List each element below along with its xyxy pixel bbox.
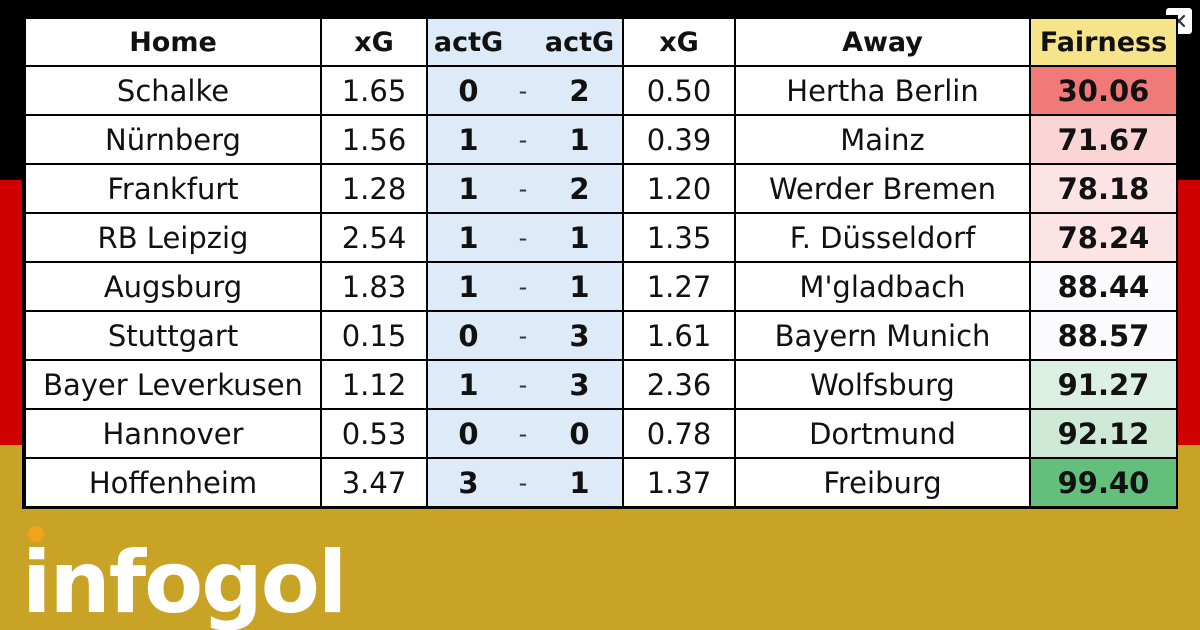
away-xg-cell: 1.27: [622, 261, 736, 312]
home-xg-cell: 1.56: [320, 114, 428, 165]
table-row: Bayer Leverkusen 1.12 1-3 2.36 Wolfsburg 91.2…: [24, 359, 1178, 410]
home-xg-cell: 0.15: [320, 310, 428, 361]
table-row: Hannover 0.53 0-0 0.78 Dortmund 92.12: [24, 408, 1178, 459]
home-team-cell: Frankfurt: [24, 163, 322, 214]
header-fairness: Fairness: [1029, 17, 1178, 67]
header-home: Home: [24, 17, 322, 67]
header-actg-away: actG: [537, 17, 624, 67]
away-team-cell: Freiburg: [734, 457, 1031, 508]
header-actg-home: actG: [426, 17, 509, 67]
table-row: Hoffenheim 3.47 3-1 1.37 Freiburg 99.40: [24, 457, 1178, 508]
score-dash: -: [509, 212, 537, 263]
away-goals-cell: 1: [537, 114, 624, 165]
home-goals-cell: 0: [426, 65, 509, 116]
away-xg-cell: 0.50: [622, 65, 736, 116]
away-goals-cell: 1: [537, 212, 624, 263]
fairness-cell: 99.40: [1029, 457, 1178, 508]
away-goals-cell: 2: [537, 163, 624, 214]
away-goals-cell: 1: [537, 457, 624, 508]
home-goals-cell: 1: [426, 114, 509, 165]
home-goals-cell: 0: [426, 408, 509, 459]
fairness-cell: 88.44: [1029, 261, 1178, 312]
home-goals-cell: 3: [426, 457, 509, 508]
fairness-cell: 88.57: [1029, 310, 1178, 361]
home-team-cell: Schalke: [24, 65, 322, 116]
score-dash: -: [509, 65, 537, 116]
header-row: Home xG actG actG xG Away Fairness: [24, 17, 1178, 67]
xg-table: Home xG actG actG xG Away Fairness Schal…: [22, 15, 1178, 509]
table-row: Frankfurt 1.28 1-2 1.20 Werder Bremen 78.18: [24, 163, 1178, 214]
score-dash: -: [509, 310, 537, 361]
score-dash: -: [509, 163, 537, 214]
home-team-cell: Augsburg: [24, 261, 322, 312]
home-xg-cell: 1.65: [320, 65, 428, 116]
logo-ball-icon: [28, 526, 44, 542]
header-actg-gap: [509, 17, 537, 67]
away-xg-cell: 0.39: [622, 114, 736, 165]
home-team-cell: Hoffenheim: [24, 457, 322, 508]
home-team-cell: Hannover: [24, 408, 322, 459]
table-row: Schalke 1.65 0-2 0.50 Hertha Berlin 30.06: [24, 65, 1178, 116]
away-xg-cell: 1.37: [622, 457, 736, 508]
away-xg-cell: 1.35: [622, 212, 736, 263]
away-team-cell: Dortmund: [734, 408, 1031, 459]
home-goals-cell: 1: [426, 212, 509, 263]
home-xg-cell: 1.12: [320, 359, 428, 410]
away-goals-cell: 0: [537, 408, 624, 459]
home-goals-cell: 1: [426, 163, 509, 214]
away-xg-cell: 1.61: [622, 310, 736, 361]
away-team-cell: F. Düsseldorf: [734, 212, 1031, 263]
score-dash: -: [509, 261, 537, 312]
table-row: RB Leipzig 2.54 1-1 1.35 F. Düsseldorf 78.24: [24, 212, 1178, 263]
header-xg-away: xG: [622, 17, 736, 67]
home-team-cell: Stuttgart: [24, 310, 322, 361]
logo-text: infogol: [22, 533, 345, 630]
score-dash: -: [509, 114, 537, 165]
home-team-cell: RB Leipzig: [24, 212, 322, 263]
fairness-cell: 71.67: [1029, 114, 1178, 165]
table-row: Augsburg 1.83 1-1 1.27 M'gladbach 88.44: [24, 261, 1178, 312]
away-goals-cell: 3: [537, 310, 624, 361]
home-xg-cell: 0.53: [320, 408, 428, 459]
fairness-cell: 78.18: [1029, 163, 1178, 214]
away-team-cell: Mainz: [734, 114, 1031, 165]
away-team-cell: Bayern Munich: [734, 310, 1031, 361]
home-xg-cell: 3.47: [320, 457, 428, 508]
away-goals-cell: 2: [537, 65, 624, 116]
home-team-cell: Bayer Leverkusen: [24, 359, 322, 410]
fairness-cell: 92.12: [1029, 408, 1178, 459]
home-goals-cell: 1: [426, 359, 509, 410]
header-xg-home: xG: [320, 17, 428, 67]
header-away: Away: [734, 17, 1031, 67]
away-team-cell: Werder Bremen: [734, 163, 1031, 214]
home-xg-cell: 1.83: [320, 261, 428, 312]
score-dash: -: [509, 457, 537, 508]
away-xg-cell: 1.20: [622, 163, 736, 214]
away-team-cell: Hertha Berlin: [734, 65, 1031, 116]
away-xg-cell: 2.36: [622, 359, 736, 410]
home-xg-cell: 2.54: [320, 212, 428, 263]
away-xg-cell: 0.78: [622, 408, 736, 459]
home-goals-cell: 0: [426, 310, 509, 361]
away-team-cell: Wolfsburg: [734, 359, 1031, 410]
score-dash: -: [509, 408, 537, 459]
fairness-cell: 78.24: [1029, 212, 1178, 263]
away-team-cell: M'gladbach: [734, 261, 1031, 312]
score-dash: -: [509, 359, 537, 410]
fairness-cell: 30.06: [1029, 65, 1178, 116]
home-goals-cell: 1: [426, 261, 509, 312]
away-goals-cell: 1: [537, 261, 624, 312]
table-row: Stuttgart 0.15 0-3 1.61 Bayern Munich 88.57: [24, 310, 1178, 361]
infogol-logo: infogol: [22, 526, 347, 630]
away-goals-cell: 3: [537, 359, 624, 410]
fairness-cell: 91.27: [1029, 359, 1178, 410]
home-team-cell: Nürnberg: [24, 114, 322, 165]
table-row: Nürnberg 1.56 1-1 0.39 Mainz 71.67: [24, 114, 1178, 165]
home-xg-cell: 1.28: [320, 163, 428, 214]
